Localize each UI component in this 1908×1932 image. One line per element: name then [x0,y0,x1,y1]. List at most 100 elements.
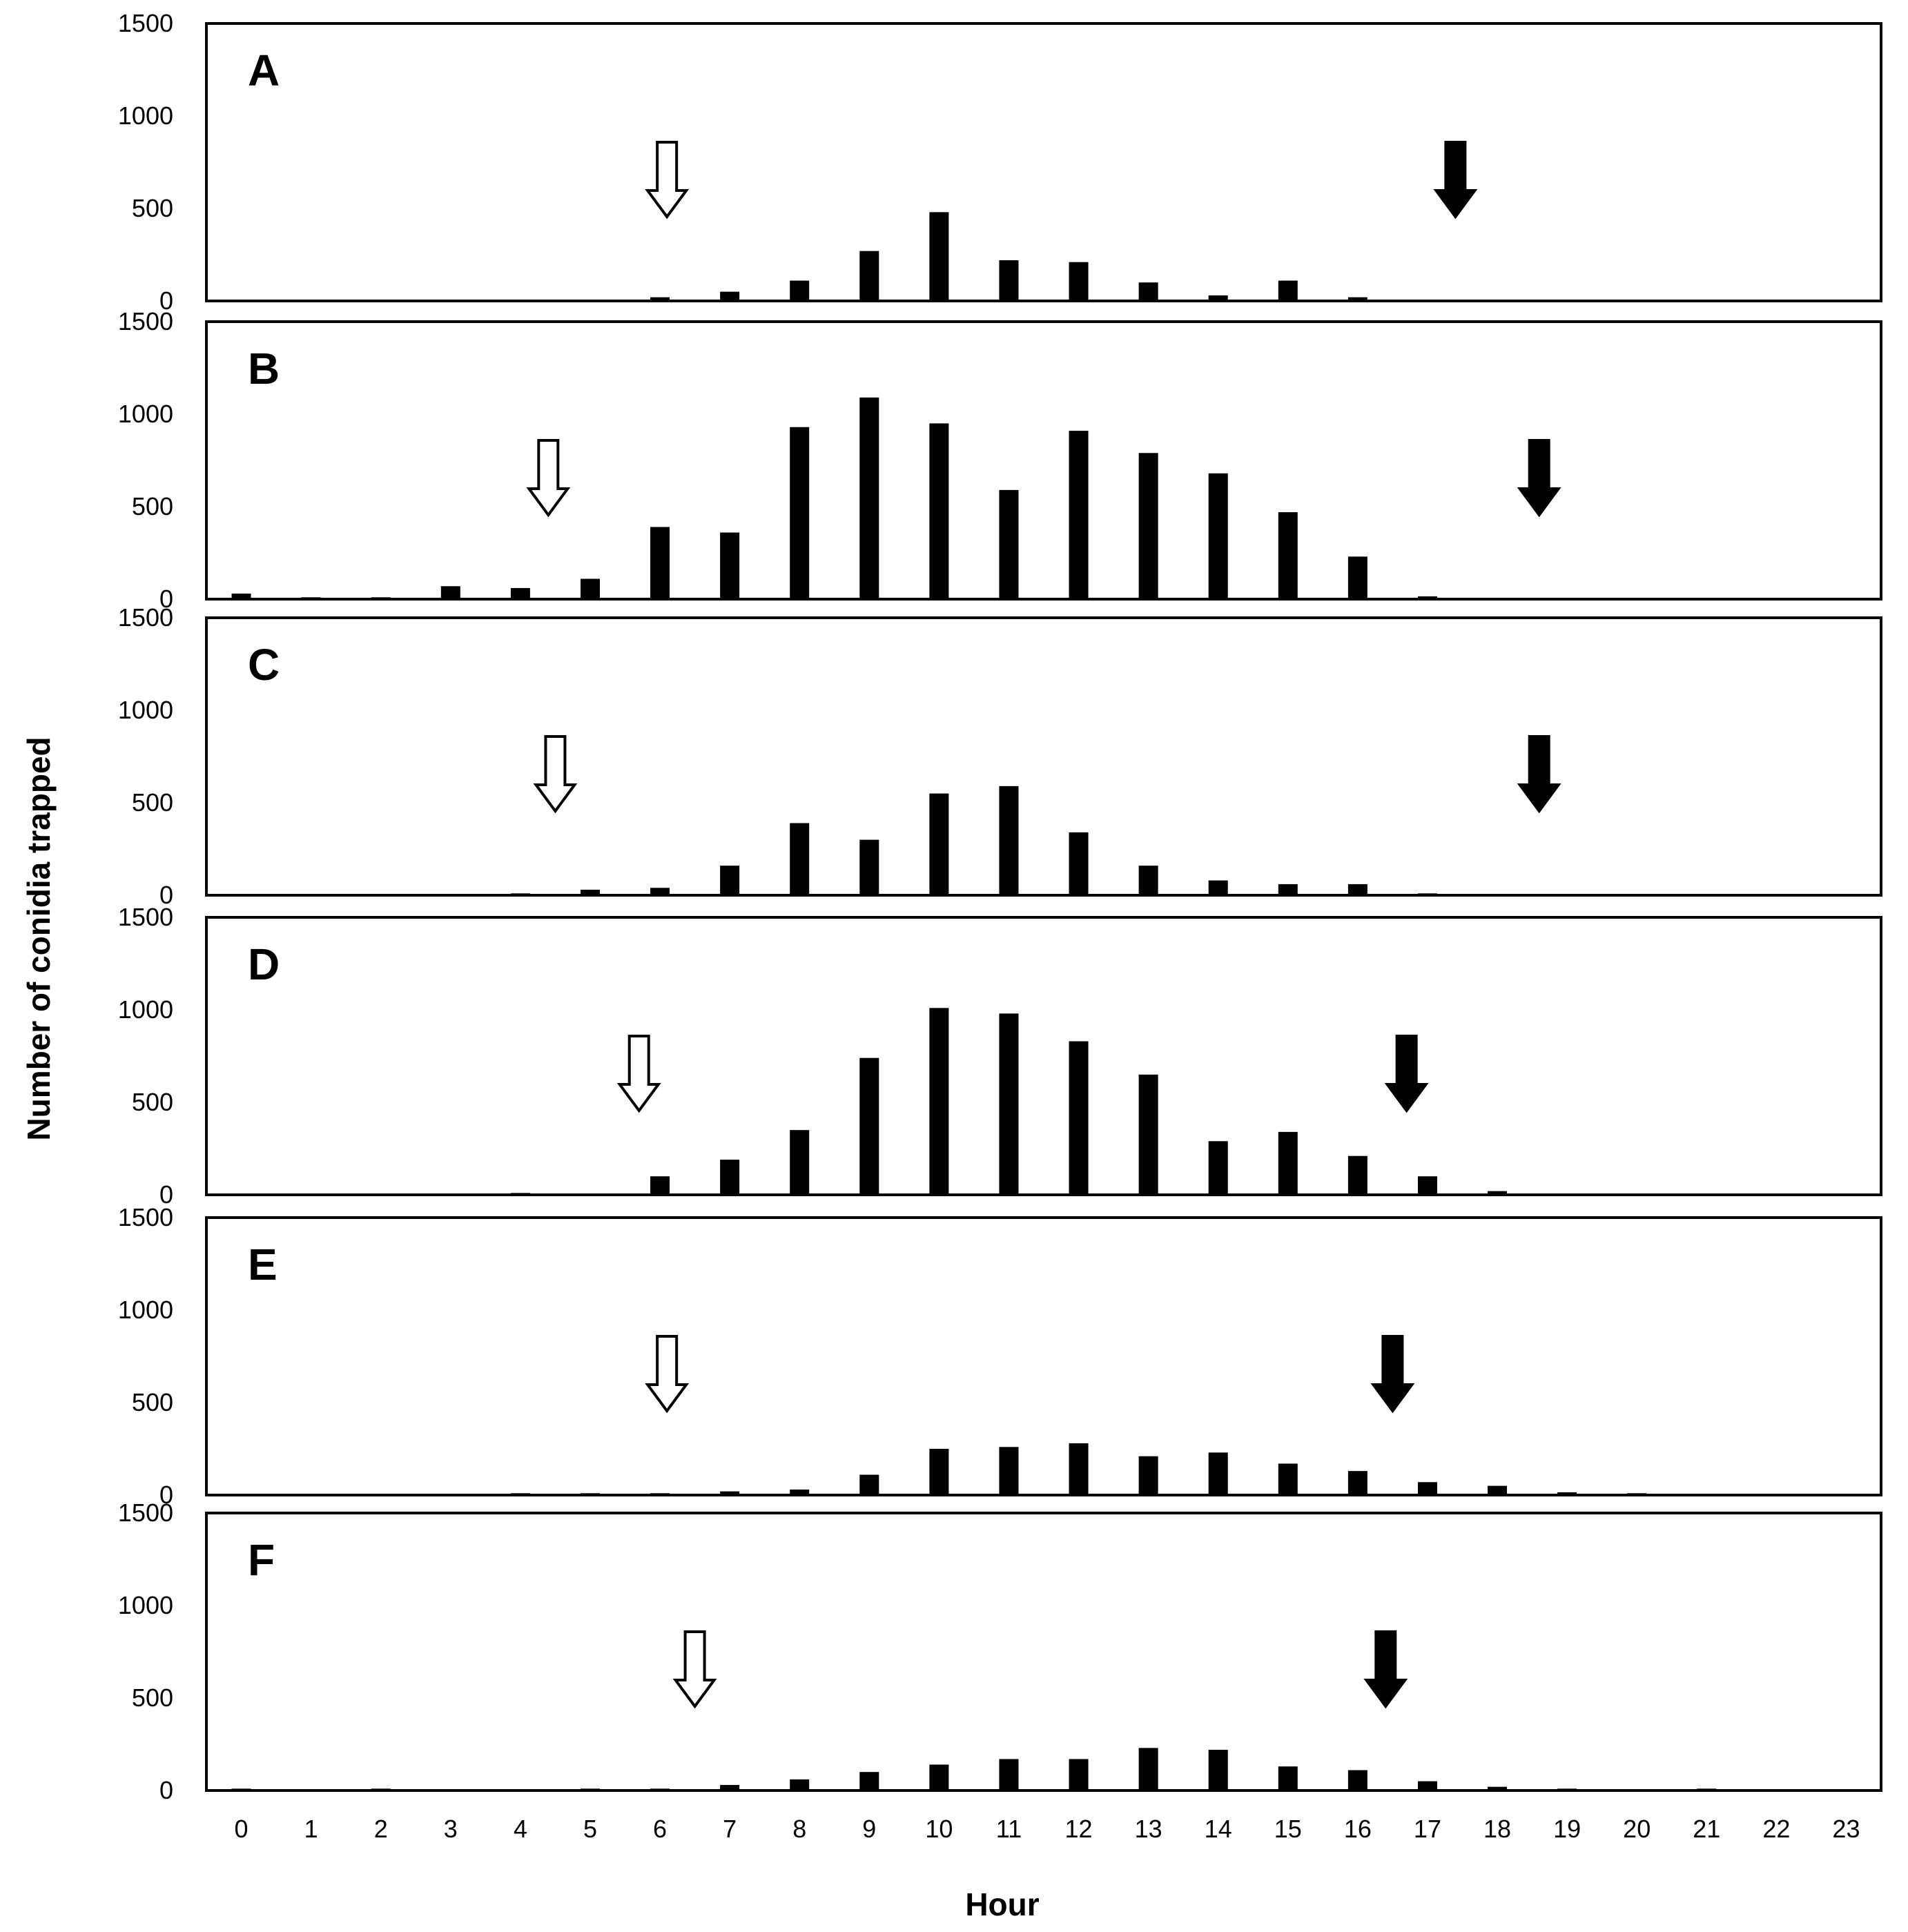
panel-f: F 0 500 1000 1500 [118,1499,1882,1804]
bar [1069,1759,1089,1790]
x-tick-label: 6 [653,1815,667,1843]
x-tick-label: 21 [1693,1815,1720,1843]
x-tick-label: 19 [1553,1815,1581,1843]
x-tick-label: 7 [723,1815,737,1843]
panel-c: C 0 500 1000 1500 [118,603,1882,909]
x-tick-label: 8 [792,1815,806,1843]
y-tick-label: 500 [132,1088,173,1116]
bar [720,532,740,599]
bar [371,1788,391,1790]
bar [929,793,949,895]
bar [1069,1041,1089,1195]
bar [1488,1485,1508,1495]
bar [1347,297,1367,301]
x-tick-label: 9 [862,1815,876,1843]
panel-e: E 0 500 1000 1500 [118,1203,1882,1509]
y-tick-label: 500 [132,1388,173,1416]
bar [650,1176,670,1195]
x-tick-label: 12 [1065,1815,1093,1843]
x-tick-label: 17 [1414,1815,1441,1843]
y-tick-label: 0 [159,1776,173,1804]
x-tick-label: 16 [1344,1815,1372,1843]
bar [1627,1493,1647,1495]
x-tick-label: 2 [374,1815,388,1843]
y-tick-label: 1500 [118,603,173,632]
bar [1278,1131,1298,1195]
bar [999,260,1019,301]
panel-frame [205,320,1882,601]
bar [580,1493,600,1495]
chart-panels: A050010001500B050010001500C050010001500D… [118,9,1882,1804]
bar [929,423,949,599]
bar [231,593,251,599]
open-arrow-icon [533,735,578,814]
open-arrow-icon [645,1335,690,1414]
y-tick-label: 1000 [118,696,173,724]
bar [1138,1074,1158,1195]
panel-label: C [248,640,280,690]
bar [1138,1748,1158,1790]
x-tick-label: 23 [1832,1815,1860,1843]
bar [510,1193,530,1195]
x-tick-label: 3 [444,1815,458,1843]
bar [1208,1452,1228,1495]
filled-arrow-icon [1433,141,1478,219]
bar [1069,262,1089,301]
filled-arrow-icon [1517,735,1561,814]
bar [1417,596,1437,599]
bar [1208,880,1228,895]
bar [1347,1155,1367,1195]
bar [1208,295,1228,301]
y-tick-label: 0 [159,1180,173,1209]
y-tick-label: 0 [159,881,173,909]
y-tick-label: 1500 [118,1499,173,1527]
x-tick-label: 22 [1762,1815,1790,1843]
filled-arrow-icon [1363,1630,1408,1709]
bar [1278,1463,1298,1495]
panel-d: D 0 500 1000 1500 [118,903,1882,1209]
bar [859,251,879,301]
y-axis-title: Number of conidia trapped [21,736,57,1140]
bar [1697,1788,1717,1790]
x-tick-label: 0 [235,1815,249,1843]
y-tick-label: 1000 [118,400,173,428]
bar [790,1130,810,1195]
bar [999,1447,1019,1495]
x-tick-label: 4 [514,1815,527,1843]
bar [1347,556,1367,599]
bar [580,1788,600,1790]
panel-label: F [248,1535,275,1585]
y-tick-label: 1500 [118,307,173,335]
bar [859,1474,879,1495]
bar [1347,1770,1367,1790]
x-tick-label: 20 [1623,1815,1651,1843]
bar [510,587,530,599]
panel-label: D [248,939,280,989]
bar [1278,512,1298,599]
bar [929,1764,949,1790]
bar [510,1493,530,1495]
bar [1488,1786,1508,1790]
bar [1069,1443,1089,1495]
bar [720,291,740,301]
open-arrow-icon [616,1035,661,1113]
bar [231,1788,251,1790]
bar [1138,282,1158,301]
bar [1278,280,1298,301]
panel-frame [205,1216,1882,1496]
bar [720,1160,740,1195]
bar [1208,1141,1228,1195]
bar [1278,1766,1298,1790]
bar [650,1788,670,1790]
panel-label: E [248,1240,278,1289]
panel-label: A [248,46,280,95]
x-tick-label: 1 [304,1815,318,1843]
bar [1557,1788,1577,1790]
y-tick-label: 1000 [118,101,173,130]
x-tick-label: 18 [1483,1815,1511,1843]
x-tick-label: 5 [583,1815,597,1843]
x-axis-ticks: 0 1 2 3 4 5 6 7 8 9 10 11 12 13 14 15 16 17 18 19 20 21 22 23 [235,1815,1860,1843]
bar [1417,1482,1437,1495]
bar [929,212,949,301]
